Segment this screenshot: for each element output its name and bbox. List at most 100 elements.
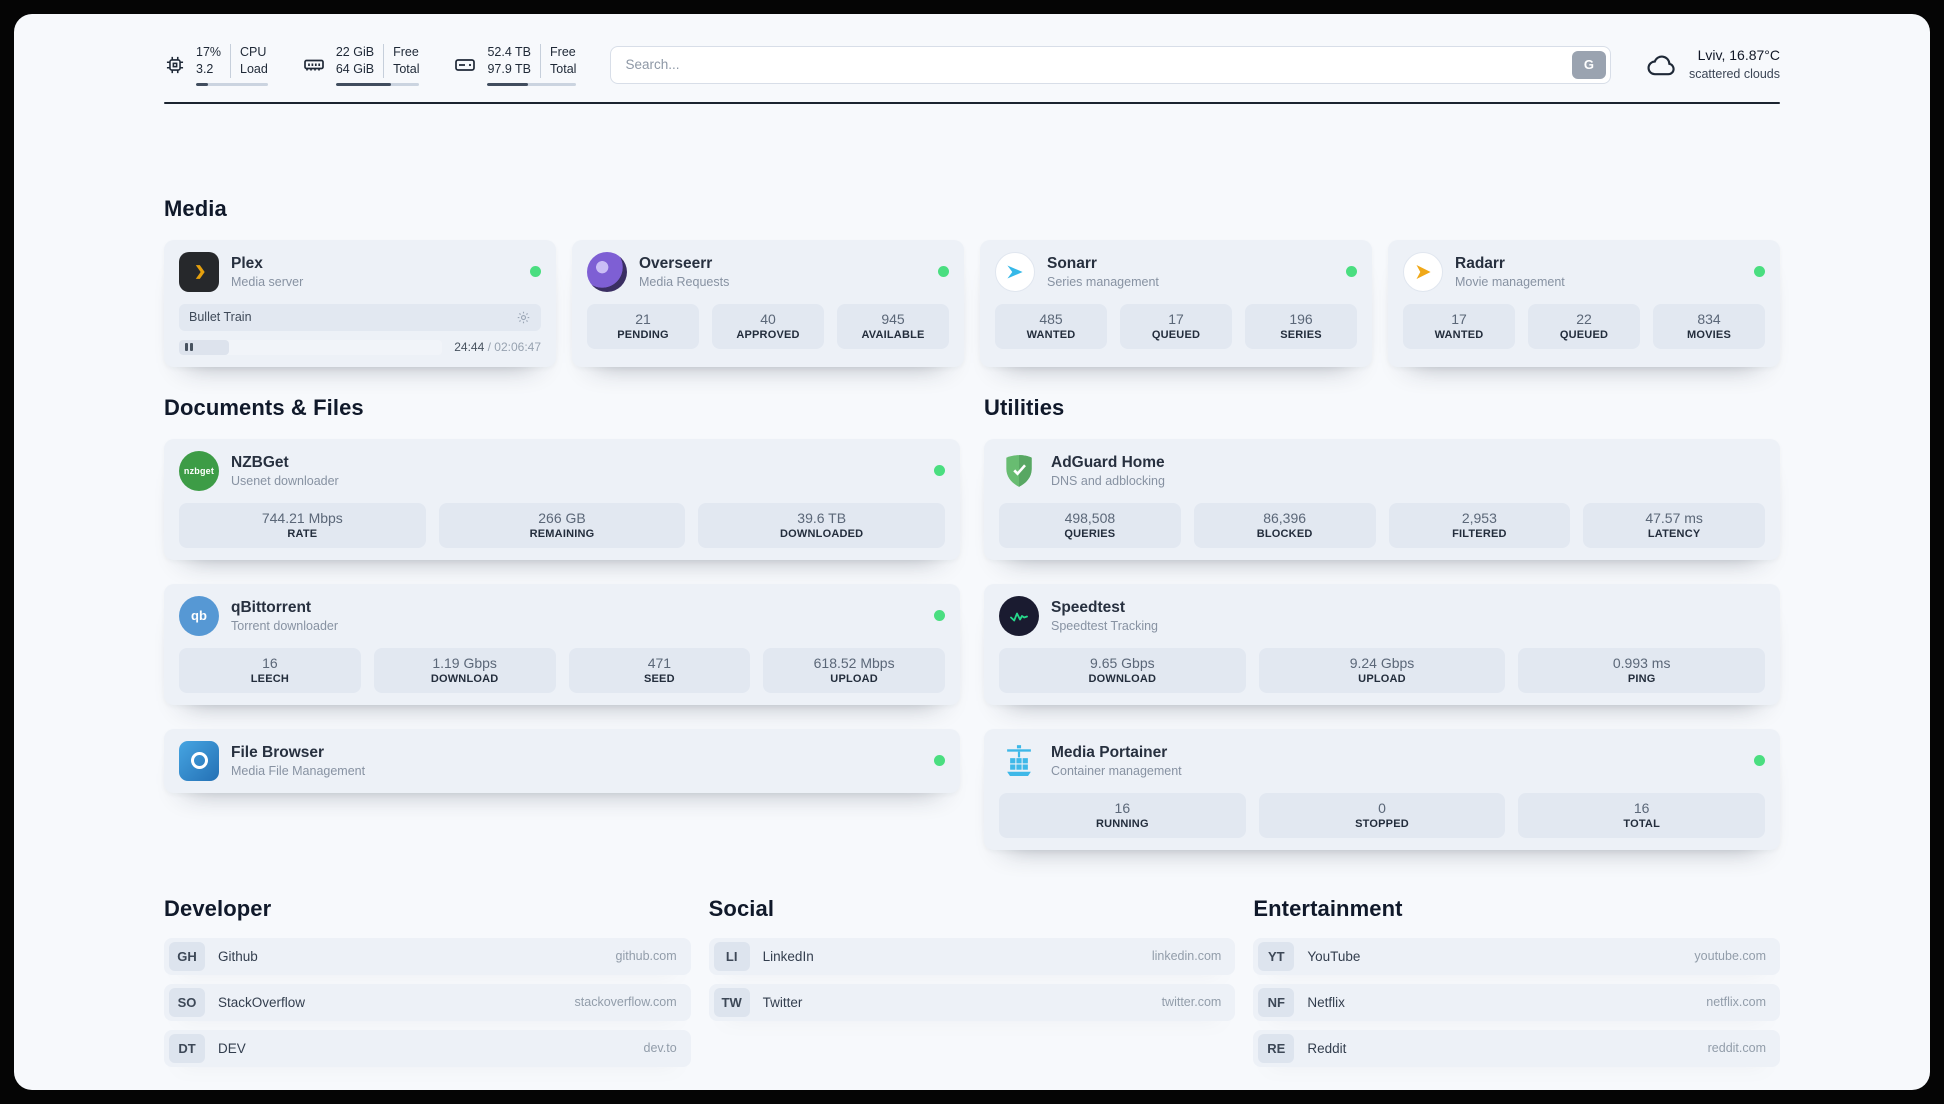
- service-card-adguard[interactable]: AdGuard Home DNS and adblocking 498,508 Q…: [984, 438, 1780, 560]
- disk-metric: 52.4 TB 97.9 TB Free Total: [453, 44, 577, 86]
- cpu-icon: [164, 54, 186, 76]
- playback-progress-track[interactable]: [179, 339, 443, 355]
- stat-stopped: 0 STOPPED: [1258, 792, 1506, 838]
- link-github[interactable]: GH Github github.com: [164, 937, 691, 975]
- status-dot: [938, 266, 949, 278]
- nzbget-icon: nzbget: [179, 450, 219, 491]
- developer-column: Developer GH Github github.com SO StackO…: [164, 896, 691, 1067]
- plex-icon: [179, 251, 219, 292]
- service-name: Speedtest: [1051, 598, 1126, 616]
- cpu-load: 3.2: [196, 61, 214, 76]
- service-card-speedtest[interactable]: Speedtest Speedtest Tracking 9.65 Gbps DO…: [984, 583, 1780, 705]
- topbar-divider: [164, 101, 1780, 104]
- stats-row: 744.21 Mbps RATE 266 GB REMAINING 39.6 TB D…: [179, 502, 946, 548]
- stat-filtered: 2,953 FILTERED: [1388, 502, 1571, 548]
- service-card-radarr[interactable]: Radarr Movie management 17 WANTED 22 QUEUE…: [1388, 239, 1780, 367]
- link-linkedin[interactable]: LI LinkedIn linkedin.com: [708, 937, 1236, 975]
- playback-progress-fill: [179, 339, 230, 355]
- status-dot: [934, 610, 945, 622]
- stat-movies: 834 MOVIES: [1653, 303, 1765, 349]
- stats-row: 498,508 QUERIES 86,396 BLOCKED 2,953 FILTER…: [999, 502, 1765, 548]
- service-card-sonarr[interactable]: Sonarr Series management 485 WANTED 17 QUE…: [980, 239, 1372, 367]
- link-netflix[interactable]: NF Netflix netflix.com: [1253, 983, 1780, 1021]
- link-badge: TW: [713, 987, 750, 1017]
- search-input[interactable]: [610, 45, 1611, 84]
- stat-approved: 40 APPROVED: [712, 303, 824, 349]
- utilities-column: Utilities AdGuard Home DNS and adblockin…: [984, 395, 1780, 850]
- stat-ping: 0.993 ms PING: [1518, 647, 1766, 693]
- stat-rate: 744.21 Mbps RATE: [179, 502, 426, 548]
- stats-row: 21 PENDING 40 APPROVED 945 AVAILABLE: [587, 303, 949, 349]
- stats-row: 16 RUNNING 0 STOPPED 16 TOTAL: [999, 792, 1766, 838]
- service-name: Radarr: [1455, 254, 1505, 272]
- service-subtitle: Usenet downloader: [231, 473, 339, 488]
- status-dot: [934, 465, 945, 477]
- cpu-usage: 17%: [196, 45, 222, 59]
- status-dot: [1754, 755, 1765, 767]
- stat-series: 196 SERIES: [1245, 303, 1357, 349]
- service-subtitle: Media Requests: [639, 274, 730, 289]
- stat-queued: 17 QUEUED: [1120, 303, 1232, 349]
- stat-queued: 22 QUEUED: [1528, 303, 1640, 349]
- filebrowser-icon: [179, 740, 219, 781]
- cloud-icon: [1645, 48, 1679, 82]
- speedtest-icon: [999, 595, 1039, 636]
- now-playing-box: Bullet Train: [179, 303, 541, 331]
- gear-icon[interactable]: [516, 310, 531, 325]
- stat-total: 16 TOTAL: [1518, 792, 1766, 838]
- disk-label-2: Total: [550, 61, 577, 76]
- link-stackoverflow[interactable]: SO StackOverflow stackoverflow.com: [164, 983, 691, 1021]
- disk-progress-fill: [487, 82, 529, 86]
- ram-metric: 22 GiB 64 GiB Free Total: [302, 44, 420, 86]
- stat-available: 945 AVAILABLE: [837, 303, 949, 349]
- service-subtitle: Media server: [231, 274, 304, 289]
- section-title-social: Social: [708, 895, 775, 921]
- service-card-nzbget[interactable]: nzbget NZBGet Usenet downloader 744.21 M…: [164, 438, 960, 560]
- service-name: Plex: [231, 254, 263, 272]
- service-name: AdGuard Home: [1051, 453, 1165, 471]
- stat-running: 16 RUNNING: [999, 792, 1246, 838]
- section-title-developer: Developer: [164, 895, 272, 921]
- link-reddit[interactable]: RE Reddit reddit.com: [1253, 1029, 1780, 1067]
- cpu-label-2: Load: [240, 61, 268, 76]
- ram-label-1: Free: [393, 45, 419, 59]
- service-subtitle: Series management: [1047, 274, 1159, 289]
- entertainment-column: Entertainment YT YouTube youtube.com NF …: [1253, 896, 1780, 1067]
- service-card-qbittorrent[interactable]: qb qBittorrent Torrent downloader 16 LEEC…: [164, 583, 960, 705]
- search-go-button[interactable]: G: [1571, 50, 1606, 79]
- ram-label-2: Total: [393, 61, 420, 76]
- link-dev[interactable]: DT DEV dev.to: [164, 1029, 691, 1067]
- sonarr-icon: [995, 251, 1035, 292]
- cpu-progress-bar: [196, 82, 268, 86]
- stat-downloaded: 39.6 TB DOWNLOADED: [698, 502, 946, 548]
- service-card-plex[interactable]: Plex Media server Bullet Train: [164, 239, 556, 367]
- ram-progress-bar: [335, 82, 420, 86]
- disk-label-1: Free: [550, 45, 576, 59]
- stats-row: 9.65 Gbps DOWNLOAD 9.24 Gbps UPLOAD 0.993 …: [999, 647, 1766, 693]
- disk-free: 52.4 TB: [487, 45, 532, 59]
- link-badge: LI: [713, 941, 750, 971]
- service-subtitle: DNS and adblocking: [1051, 473, 1165, 488]
- ram-progress-fill: [335, 82, 392, 86]
- service-card-portainer[interactable]: Media Portainer Container management 16 R…: [984, 728, 1780, 850]
- stat-blocked: 86,396 BLOCKED: [1193, 502, 1376, 548]
- status-dot: [1754, 266, 1765, 278]
- service-name: File Browser: [231, 743, 325, 761]
- link-twitter[interactable]: TW Twitter twitter.com: [708, 983, 1236, 1021]
- stat-download: 1.19 Gbps DOWNLOAD: [373, 647, 556, 693]
- media-card-grid: Plex Media server Bullet Train: [164, 239, 1780, 367]
- link-youtube[interactable]: YT YouTube youtube.com: [1253, 937, 1780, 975]
- status-dot: [530, 266, 541, 278]
- link-badge: SO: [169, 987, 205, 1017]
- stat-pending: 21 PENDING: [587, 303, 699, 349]
- overseerr-icon: [587, 251, 627, 292]
- service-subtitle: Torrent downloader: [231, 618, 339, 633]
- service-card-overseerr[interactable]: Overseerr Media Requests 21 PENDING 40 APP…: [572, 239, 964, 367]
- ram-free: 22 GiB: [335, 45, 375, 59]
- cpu-metric: 17% 3.2 CPU Load: [164, 44, 268, 86]
- stats-row: 16 LEECH 1.19 Gbps DOWNLOAD 471 SEED 618.52…: [179, 647, 945, 693]
- service-subtitle: Speedtest Tracking: [1051, 618, 1159, 633]
- stat-upload: 618.52 Mbps UPLOAD: [763, 647, 945, 693]
- pause-icon[interactable]: [185, 343, 193, 352]
- service-card-filebrowser[interactable]: File Browser Media File Management: [164, 728, 960, 793]
